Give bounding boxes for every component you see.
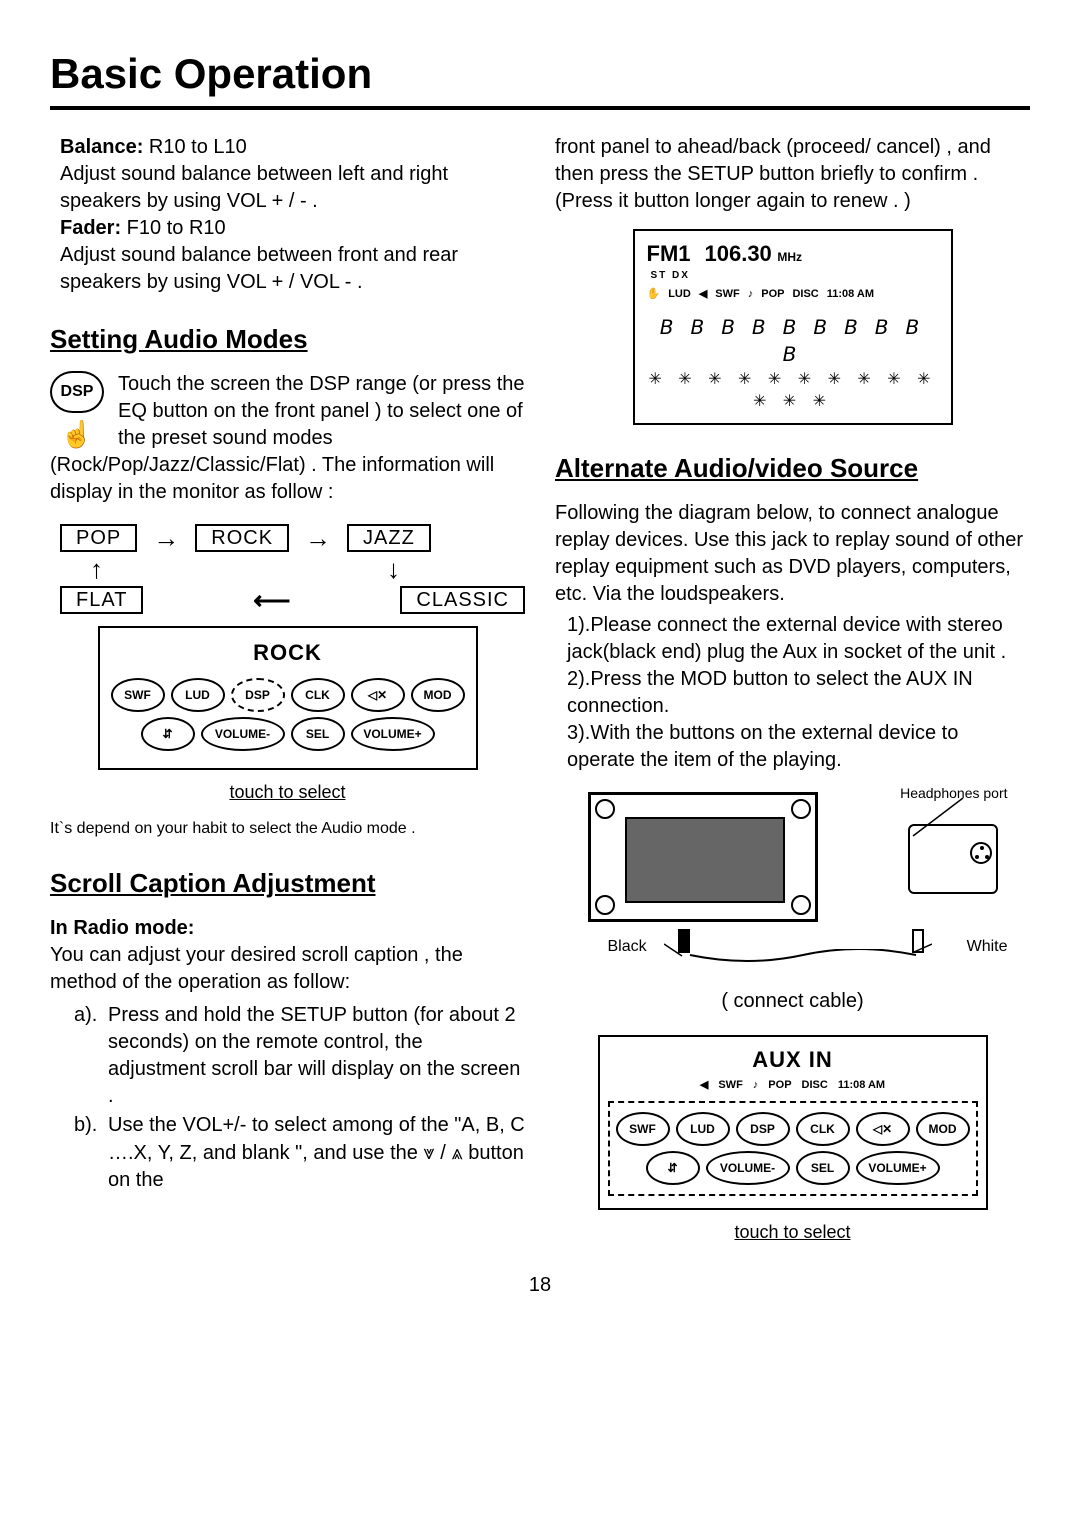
external-device-icon [908, 824, 998, 894]
btn-sel: SEL [291, 717, 345, 751]
aux-touch-caption: touch to select [555, 1220, 1030, 1244]
btn-dsp: DSP [231, 678, 285, 712]
aux-swf: SWF [718, 1078, 742, 1093]
touch-hand-icon: ☝ [61, 417, 93, 452]
btn-lud: LUD [171, 678, 225, 712]
aux-btn-mod: MOD [916, 1112, 970, 1146]
aux-btn-volume-down: VOLUME- [706, 1151, 790, 1185]
alt-intro: Following the diagram below, to connect … [555, 500, 1030, 608]
btn-volume-down: VOLUME- [201, 717, 285, 751]
dsp-icon: DSP [50, 371, 104, 413]
aux-pop: POP [768, 1078, 791, 1093]
radio-flags: ST DX [651, 269, 939, 283]
rd-disc: DISC [792, 287, 818, 302]
radio-display-diagram: FM1 106.30 MHz ST DX ✋ LUD ◀ SWF ♪ POP DISC… [633, 229, 953, 425]
radio-freq: 106.30 [705, 241, 772, 266]
main-unit-icon [588, 792, 818, 922]
scroll-slot-icons: 𝘉 𝘉 𝘉 𝘉 𝘉 𝘉 𝘉 𝘉 𝘉 𝘉 [647, 315, 939, 369]
fader-desc: Adjust sound balance between front and r… [60, 244, 458, 293]
rd-time: 11:08 AM [827, 287, 874, 302]
arrow-right-icon: → [153, 525, 179, 551]
rd-lud: LUD [668, 287, 691, 302]
scroll-heading: Scroll Caption Adjustment [50, 866, 525, 901]
habit-note: It`s depend on your habit to select the … [50, 818, 525, 840]
right-column: front panel to ahead/back (proceed/ canc… [555, 134, 1030, 1244]
btn-mod: MOD [411, 678, 465, 712]
aux-btn-sel: SEL [796, 1151, 850, 1185]
mode-classic: CLASSIC [400, 586, 525, 614]
rd-swf: SWF [715, 287, 739, 302]
aux-btn-dsp: DSP [736, 1112, 790, 1146]
balance-desc: Adjust sound balance between left and ri… [60, 163, 448, 212]
speaker-icon: ◀ [699, 287, 707, 302]
speaker-icon: ◀ [700, 1078, 708, 1093]
aux-btn-lud: LUD [676, 1112, 730, 1146]
aux-btn-updown-icon: ⇵ [646, 1151, 700, 1185]
mode-pop: POP [60, 524, 137, 552]
mode-rock: ROCK [195, 524, 289, 552]
dsp-text2: (Rock/Pop/Jazz/Classic/Flat) . The infor… [50, 452, 525, 506]
balance-label: Balance: [60, 136, 143, 158]
mode-jazz: JAZZ [347, 524, 431, 552]
black-label: Black [608, 936, 647, 958]
white-label: White [967, 936, 1008, 958]
alt-step-3: 3).With the buttons on the external devi… [567, 720, 1030, 774]
scroll-stars: ✳ ✳ ✳ ✳ ✳ ✳ ✳ ✳ ✳ ✳ ✳ ✳ ✳ [647, 369, 939, 412]
scroll-intro: You can adjust your desired scroll capti… [50, 942, 525, 996]
radio-mode-label: In Radio mode: [50, 915, 525, 942]
mode-flat: FLAT [60, 586, 143, 614]
aux-time: 11:08 AM [838, 1078, 885, 1093]
aux-btn-volume-up: VOLUME+ [856, 1151, 940, 1185]
arrow-up-icon: ↑ [90, 556, 103, 582]
radio-band: FM1 [647, 239, 691, 269]
arrow-right-icon: → [305, 525, 331, 551]
audio-modes-heading: Setting Audio Modes [50, 322, 525, 357]
balance-range: R10 to L10 [143, 136, 246, 158]
page-title: Basic Operation [50, 50, 1030, 110]
aux-btn-swf: SWF [616, 1112, 670, 1146]
touch-caption: touch to select [50, 780, 525, 804]
btn-swf: SWF [111, 678, 165, 712]
radio-unit: MHz [777, 250, 802, 264]
alt-step-1: 1).Please connect the external device wi… [567, 612, 1030, 666]
rd-pop: POP [761, 287, 784, 302]
connect-cable-label: ( connect cable) [555, 988, 1030, 1015]
step-b-label: b). [74, 1112, 108, 1194]
btn-clk: CLK [291, 678, 345, 712]
aux-btn-mute-icon: ◁✕ [856, 1112, 910, 1146]
note-icon: ♪ [748, 287, 754, 302]
arrow-down-icon: ↓ [387, 556, 400, 582]
dsp-text: Touch the screen the DSP range (or press… [118, 371, 525, 452]
alt-source-heading: Alternate Audio/video Source [555, 451, 1030, 486]
rock-panel-diagram: ROCK SWF LUD DSP CLK ◁✕ MOD ⇵ VOLUME- SE… [98, 626, 478, 770]
btn-mute-icon: ◁✕ [351, 678, 405, 712]
step-a-text: Press and hold the SETUP button (for abo… [108, 1002, 525, 1110]
arrow-left-icon: ⟵ [159, 587, 384, 613]
aux-panel-diagram: AUX IN ◀ SWF ♪ POP DISC 11:08 AM SWF LUD D… [598, 1035, 988, 1211]
aux-btn-clk: CLK [796, 1112, 850, 1146]
step-a-label: a). [74, 1002, 108, 1110]
page-number: 18 [50, 1274, 1030, 1297]
connection-diagram: Headphones port Black White [578, 784, 1008, 984]
step-b-text: Use the VOL+/- to select among of the "A… [108, 1112, 525, 1194]
hand-icon: ✋ [647, 287, 661, 302]
aux-disc: DISC [802, 1078, 828, 1093]
left-column: Balance: R10 to L10 Adjust sound balance… [50, 134, 525, 1244]
fader-range: F10 to R10 [121, 217, 226, 239]
cont-text2: (Press it button longer again to renew .… [555, 188, 1030, 215]
note-icon: ♪ [753, 1078, 759, 1093]
cont-text: front panel to ahead/back (proceed/ canc… [555, 134, 1030, 188]
panel-title: ROCK [108, 638, 468, 668]
fader-label: Fader: [60, 217, 121, 239]
mode-cycle-diagram: POP → ROCK → JAZZ ↑ ↓ FLAT ⟵ CLASSIC [60, 524, 525, 614]
alt-step-2: 2).Press the MOD button to select the AU… [567, 666, 1030, 720]
aux-title: AUX IN [608, 1045, 978, 1075]
btn-volume-up: VOLUME+ [351, 717, 435, 751]
btn-updown-icon: ⇵ [141, 717, 195, 751]
